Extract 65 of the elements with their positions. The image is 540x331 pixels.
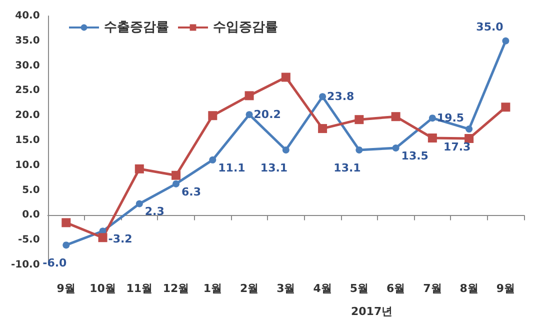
point bbox=[208, 111, 218, 120]
point bbox=[319, 93, 326, 100]
point bbox=[172, 180, 180, 188]
point bbox=[501, 102, 510, 112]
x-tick-label: 10월 bbox=[90, 282, 116, 295]
data-label: 13.1 bbox=[260, 161, 288, 174]
point bbox=[428, 134, 437, 143]
point bbox=[282, 146, 290, 154]
point bbox=[98, 233, 108, 242]
y-tick-label: 15.0 bbox=[15, 135, 40, 146]
legend-label: 수입증감률 bbox=[213, 20, 278, 35]
point bbox=[502, 37, 510, 44]
y-tick-label: 0.0 bbox=[22, 210, 40, 221]
point bbox=[281, 72, 290, 82]
y-tick-label: 40.0 bbox=[15, 10, 40, 22]
data-label: 2.3 bbox=[144, 205, 164, 218]
data-label: -3.2 bbox=[108, 232, 132, 246]
text: 2017년 bbox=[351, 305, 393, 318]
point bbox=[464, 134, 474, 144]
data-label: -6.0 bbox=[42, 256, 68, 270]
point bbox=[209, 156, 216, 164]
point bbox=[246, 111, 253, 118]
y-tick-label: -10.0 bbox=[10, 260, 40, 270]
point bbox=[392, 144, 400, 152]
x-tick-label: 2월 bbox=[240, 282, 259, 295]
point bbox=[62, 218, 71, 228]
point bbox=[391, 112, 400, 122]
point bbox=[466, 126, 473, 133]
point bbox=[356, 146, 363, 154]
data-label: 17.3 bbox=[444, 140, 471, 154]
x-tick-label: 12월 bbox=[162, 282, 190, 295]
y-tick-label: -5.0 bbox=[18, 234, 40, 246]
y-tick-label: 5.0 bbox=[22, 184, 40, 196]
y-tick-label: 25.0 bbox=[15, 85, 40, 96]
x-tick-label: 4월 bbox=[313, 282, 332, 295]
x-tick-label: 8월 bbox=[460, 282, 478, 295]
data-label: 35.0 bbox=[476, 20, 504, 34]
data-label: 13.5 bbox=[401, 149, 428, 162]
point bbox=[136, 200, 143, 208]
y-tick-label: 10.0 bbox=[15, 160, 40, 171]
y-tick-label: 20.0 bbox=[15, 110, 40, 122]
x-tick-label: 3월 bbox=[276, 282, 296, 295]
y-tick-label: 30.0 bbox=[15, 60, 40, 72]
point bbox=[354, 115, 364, 124]
x-tick-label: 6월 bbox=[386, 282, 406, 295]
point bbox=[244, 91, 254, 100]
point bbox=[134, 164, 144, 174]
x-tick-label: 9월 bbox=[496, 282, 516, 295]
point bbox=[318, 124, 328, 134]
data-label: 6.3 bbox=[182, 185, 202, 198]
data-label: 11.1 bbox=[218, 161, 246, 174]
point bbox=[62, 242, 70, 249]
point bbox=[428, 114, 436, 122]
point bbox=[172, 170, 181, 180]
x-tick-label: 9월 bbox=[56, 282, 76, 295]
x-tick-label: 5월 bbox=[350, 282, 368, 295]
x-tick-label: 11월 bbox=[126, 282, 153, 295]
x-tick-label: 7월 bbox=[423, 282, 442, 295]
data-label: 20.2 bbox=[254, 108, 281, 122]
data-label: 19.5 bbox=[436, 112, 464, 125]
legend-label: 수출증감률 bbox=[104, 20, 169, 35]
x-tick-label: 1월 bbox=[203, 282, 222, 295]
data-label: 23.8 bbox=[327, 90, 354, 104]
y-tick-label: 35.0 bbox=[15, 35, 40, 46]
data-label: 13.1 bbox=[334, 161, 361, 174]
